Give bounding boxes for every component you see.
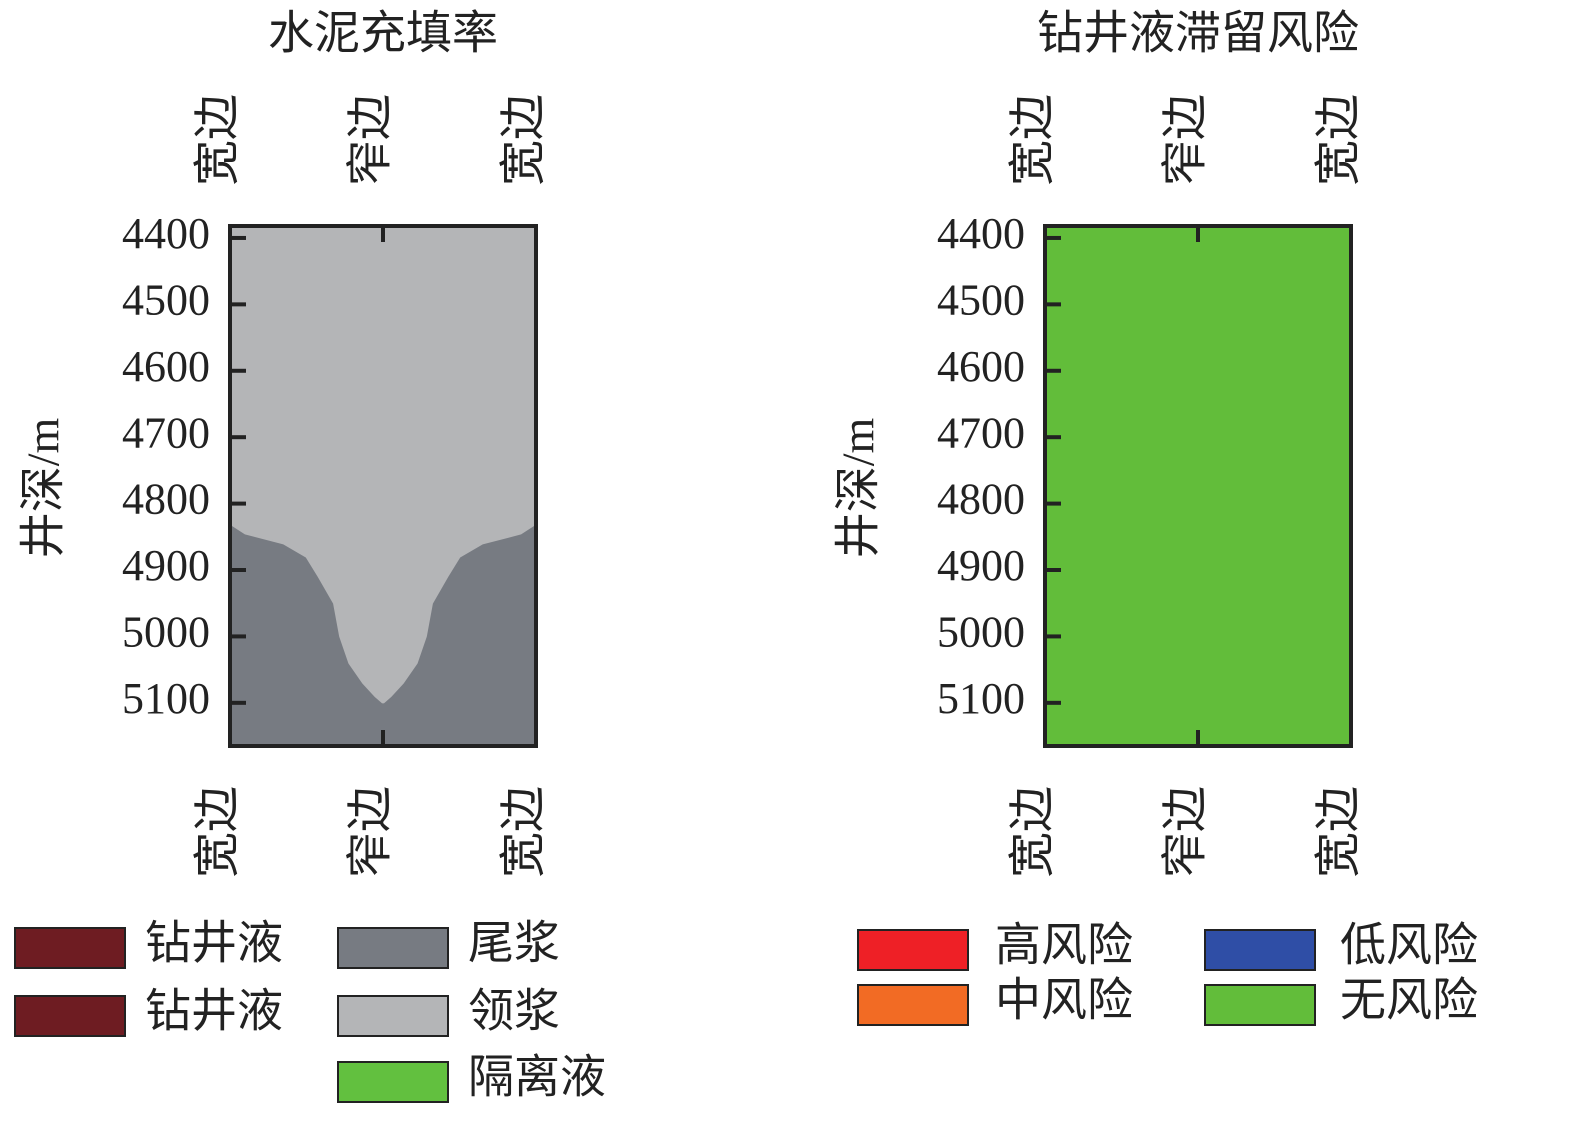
y-axis-label: 井深/m (18, 418, 69, 559)
x-tick-label-top: 窄边 (345, 94, 396, 186)
y-tick-label: 4700 (937, 408, 1025, 457)
x-tick-label-bottom: 宽边 (192, 786, 243, 878)
legend-label: 低风险 (1340, 920, 1478, 971)
x-tick-label-bottom: 窄边 (1160, 786, 1211, 878)
y-tick-label: 4400 (122, 209, 210, 258)
y-tick-label: 5000 (937, 608, 1025, 657)
x-tick-label-top: 宽边 (498, 94, 549, 186)
legend-label: 无风险 (1340, 975, 1478, 1026)
legend-swatch (337, 1061, 449, 1103)
legend-label: 钻井液 (145, 918, 283, 969)
legend-swatch (14, 927, 126, 969)
y-tick-label: 5000 (122, 608, 210, 657)
legend-swatch (14, 995, 126, 1037)
legend-swatch (1204, 929, 1316, 971)
y-tick-label: 4800 (937, 475, 1025, 524)
y-tick-label: 4800 (122, 475, 210, 524)
legend-label: 钻井液 (145, 986, 283, 1037)
y-tick-label: 4900 (937, 541, 1025, 590)
chart-title: 水泥充填率 (268, 8, 498, 59)
y-tick-label: 4500 (937, 275, 1025, 324)
field (1045, 226, 1351, 746)
legend-swatch (857, 984, 969, 1026)
legend-label: 尾浆 (468, 918, 560, 969)
y-tick-label: 4400 (937, 209, 1025, 258)
lead-boundary-left (229, 522, 384, 704)
lead-slurry-region (230, 226, 536, 703)
x-tick-label-bottom: 宽边 (498, 786, 549, 878)
x-tick-label-top: 宽边 (1313, 94, 1364, 186)
x-tick-label-bottom: 宽边 (1007, 786, 1058, 878)
x-tick-label-bottom: 窄边 (345, 786, 396, 878)
y-tick-label: 4600 (122, 342, 210, 391)
x-tick-label-top: 宽边 (1007, 94, 1058, 186)
y-tick-label: 4700 (122, 408, 210, 457)
chart-title: 钻井液滞留风险 (1037, 8, 1359, 59)
legend-swatch (337, 927, 449, 969)
legend-label: 高风险 (995, 920, 1133, 971)
x-tick-label-bottom: 宽边 (1313, 786, 1364, 878)
y-tick-label: 4500 (122, 275, 210, 324)
legend-swatch (337, 995, 449, 1037)
x-tick-label-top: 窄边 (1160, 94, 1211, 186)
legend-swatch (857, 929, 969, 971)
legend-label: 隔离液 (468, 1052, 606, 1103)
legend-swatch (1204, 984, 1316, 1026)
y-axis-label: 井深/m (833, 418, 884, 559)
lead-boundary-right (382, 522, 537, 704)
x-tick-label-top: 宽边 (192, 94, 243, 186)
y-tick-label: 5100 (122, 674, 210, 723)
y-tick-label: 5100 (937, 674, 1025, 723)
y-tick-label: 4600 (937, 342, 1025, 391)
y-tick-label: 4900 (122, 541, 210, 590)
legend-label: 中风险 (995, 975, 1133, 1026)
legend-label: 领浆 (468, 986, 560, 1037)
